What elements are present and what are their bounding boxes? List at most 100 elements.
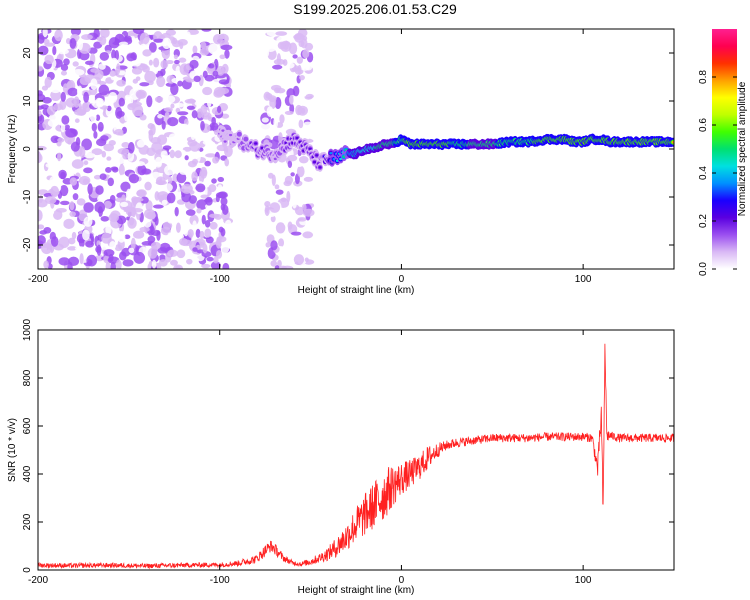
noise-blob (90, 94, 96, 106)
noise-blob (132, 29, 145, 35)
noise-blob (220, 243, 230, 254)
noise-blob (87, 183, 93, 195)
noise-blob (307, 29, 314, 40)
noise-blob (174, 150, 182, 159)
noise-blob (283, 180, 292, 187)
noise-blob (158, 259, 168, 267)
noise-blob (130, 60, 141, 67)
noise-blob (111, 167, 119, 173)
noise-blob (95, 254, 105, 262)
noise-blob (85, 240, 94, 248)
noise-blob (79, 146, 86, 159)
noise-blob (79, 253, 84, 265)
noise-blob (145, 200, 153, 212)
noise-blob (142, 49, 152, 57)
noise-blob (160, 59, 169, 69)
noise-blob (93, 29, 100, 39)
noise-blob (155, 180, 168, 186)
noise-blob (94, 69, 104, 80)
snr-panel: -200 -100 0 100 0 200 400 600 800 1000 Height of… (7, 318, 675, 596)
noise-blob (201, 214, 206, 225)
noise-blob (191, 171, 198, 182)
noise-blob (38, 235, 46, 246)
noise-blob (201, 263, 211, 269)
noise-blob (67, 246, 78, 251)
snr-y-tick-label: 0 (22, 567, 33, 573)
snr-x-tick-label: 0 (399, 575, 405, 586)
noise-blob (72, 61, 79, 67)
noise-blob (99, 173, 107, 180)
noise-blob (193, 75, 201, 83)
noise-blob (178, 237, 188, 246)
noise-blob (261, 117, 269, 123)
ridge-core (308, 147, 312, 150)
noise-blob (274, 184, 280, 190)
noise-blob (290, 231, 302, 236)
noise-blob (146, 147, 156, 157)
noise-blob (124, 94, 131, 101)
noise-blob (92, 228, 104, 235)
noise-blob (118, 41, 129, 46)
noise-blob (215, 238, 222, 249)
noise-blob (94, 201, 106, 214)
noise-blob (224, 158, 230, 167)
noise-blob (65, 128, 77, 138)
noise-blob (151, 259, 157, 269)
noise-blob (200, 194, 209, 199)
noise-blob (53, 263, 61, 269)
noise-blob (128, 216, 135, 226)
noise-blob (196, 87, 202, 97)
noise-blob (123, 35, 132, 42)
noise-blob (139, 114, 147, 121)
noise-blob (117, 148, 130, 155)
spectrogram-x-tick-label: 100 (575, 274, 592, 285)
noise-blob (116, 110, 125, 118)
noise-blob (277, 41, 286, 50)
noise-blob (89, 112, 97, 122)
noise-blob (296, 165, 305, 178)
noise-blob (305, 93, 314, 99)
noise-blob (175, 65, 181, 76)
noise-blob (172, 173, 179, 183)
noise-blob (97, 196, 103, 202)
noise-blob (109, 241, 117, 250)
noise-blob (99, 51, 110, 61)
ridge-core (278, 151, 282, 155)
noise-blob (160, 150, 168, 159)
noise-blob (205, 236, 214, 244)
noise-blob (196, 199, 208, 210)
noise-blob (201, 29, 212, 32)
noise-blob (154, 96, 164, 103)
noise-blob (302, 231, 314, 239)
noise-blob (72, 223, 81, 231)
noise-blob (196, 207, 202, 214)
noise-blob (264, 128, 274, 135)
noise-blob (148, 41, 157, 53)
noise-blob (224, 219, 232, 229)
noise-blob (57, 219, 64, 229)
noise-blob (149, 111, 155, 118)
noise-blob (164, 111, 170, 118)
noise-blob (275, 222, 286, 234)
noise-blob (204, 228, 212, 238)
noise-blob (125, 188, 133, 201)
noise-blob (128, 247, 135, 254)
noise-blob (281, 265, 294, 269)
noise-blob (269, 97, 277, 109)
noise-blob (91, 122, 97, 132)
noise-blob (287, 154, 298, 162)
noise-blob (184, 31, 191, 38)
noise-blob (69, 211, 76, 217)
noise-blob (96, 36, 103, 41)
noise-blob (60, 64, 69, 71)
noise-blob (164, 164, 175, 176)
noise-blob (58, 169, 67, 180)
noise-blob (265, 223, 275, 228)
noise-blob (167, 116, 179, 127)
noise-blob (185, 209, 196, 216)
snr-y-tick-label: 800 (22, 369, 33, 386)
noise-blob (99, 244, 109, 250)
noise-blob (106, 105, 112, 112)
noise-blob (91, 148, 103, 156)
noise-blob (58, 257, 70, 266)
